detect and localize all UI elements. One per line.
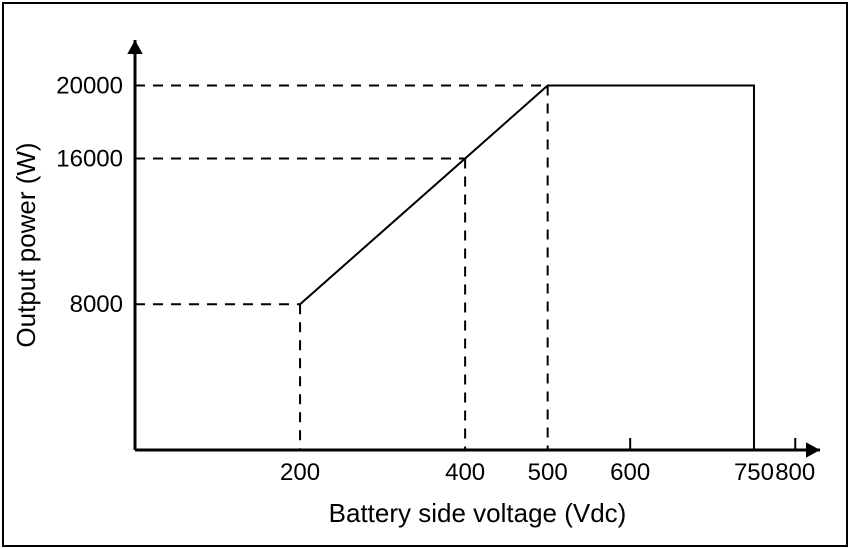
chart-svg: 200 400 500 600 750800 8000 16000 20000 Battery… [0, 0, 850, 549]
tick-marks-group [630, 438, 795, 450]
x-axis-label: Battery side voltage (Vdc) [329, 498, 627, 528]
x-tick-label: 600 [610, 459, 650, 486]
y-tick-label: 8000 [70, 291, 123, 318]
x-tick-label: 400 [445, 459, 485, 486]
axes-group [127, 40, 820, 458]
x-tick-label: 750 [734, 459, 774, 486]
power-vs-voltage-chart: 200 400 500 600 750800 8000 16000 20000 Battery… [0, 0, 850, 549]
y-tick-label: 16000 [56, 145, 123, 172]
tick-labels-group: 200 400 500 600 750800 8000 16000 20000 [56, 73, 815, 486]
x-tick-label: 200 [280, 459, 320, 486]
data-series-group [300, 86, 754, 450]
y-axis-label: Output power (W) [11, 142, 41, 347]
y-tick-label: 20000 [56, 73, 123, 100]
x-tick-label: 800 [775, 459, 815, 486]
x-tick-label: 500 [528, 459, 568, 486]
